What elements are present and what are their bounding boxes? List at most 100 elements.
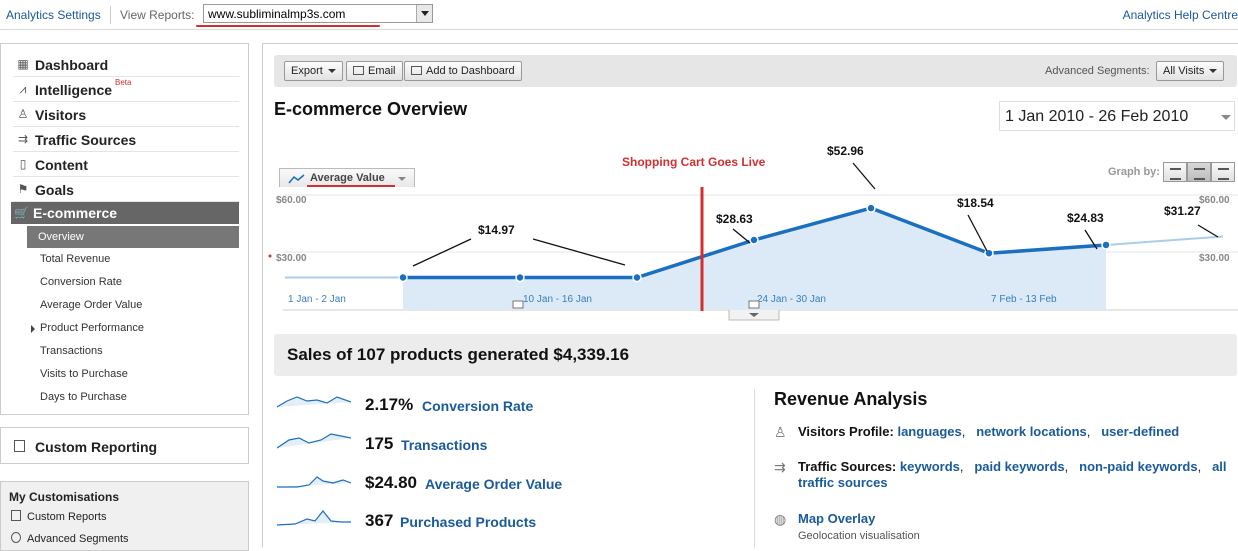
map-overlay-description: Geolocation visualisation: [798, 530, 920, 542]
subnav-label: Visits to Purchase: [40, 368, 128, 380]
subnav-overview[interactable]: Overview: [27, 226, 239, 248]
divider: [110, 6, 111, 24]
email-icon: [353, 66, 364, 75]
sidebar-item-dashboard[interactable]: ▦ Dashboard: [13, 52, 239, 77]
network-locations-link[interactable]: network locations: [976, 424, 1087, 439]
person-icon: ♙: [774, 424, 787, 440]
sidebar: ▦ Dashboard ⩘ Intelligence Beta ♙ Visito…: [0, 43, 249, 415]
globe-icon: ◍: [774, 511, 787, 527]
chevron-down-icon: [1209, 69, 1218, 73]
kpi-purchased-products[interactable]: 367 Purchased Products: [277, 505, 747, 535]
subnav-label: Conversion Rate: [40, 276, 122, 288]
date-range-picker[interactable]: 1 Jan 2010 - 26 Feb 2010: [999, 101, 1235, 131]
analytics-settings-link[interactable]: Analytics Settings: [6, 8, 101, 22]
marker-dot: [268, 254, 272, 258]
sidebar-item-label: Traffic Sources: [35, 132, 137, 148]
callout-line: [852, 162, 876, 190]
average-value-chart[interactable]: $60.00 $30.00 $60.00 $30.00 1 Jan - 2 Jan 10 …: [263, 139, 1238, 324]
segment-selector[interactable]: All Visits: [1156, 61, 1225, 81]
sidebar-item-ecommerce[interactable]: 🛒 E-commerce: [11, 202, 239, 224]
sparkline-icon: [277, 510, 351, 526]
subnav-label: Total Revenue: [40, 253, 111, 265]
x-tick-label: 7 Feb - 13 Feb: [991, 294, 1057, 305]
chevron-down-icon[interactable]: [1221, 115, 1231, 120]
advanced-segments-label: Advanced Segments:: [1045, 65, 1150, 77]
subnav-average-order-value[interactable]: Average Order Value: [27, 294, 239, 316]
subnav-product-performance[interactable]: Product Performance: [27, 317, 239, 339]
keywords-link[interactable]: keywords: [899, 459, 960, 474]
all-traffic-sources-link[interactable]: all traffic sources: [798, 459, 1227, 490]
callout-line: [1084, 229, 1098, 250]
kpi-average-order-value[interactable]: $24.80 Average Order Value: [277, 467, 747, 497]
sales-summary-text: Sales of 107 products generated $4,339.1…: [287, 345, 630, 364]
kpi-link[interactable]: Conversion Rate: [422, 398, 534, 414]
add-to-dashboard-button[interactable]: Add to Dashboard: [404, 61, 522, 81]
report-icon: [11, 510, 21, 521]
view-reports-label: View Reports:: [120, 8, 195, 22]
main-content: Export Email Add to Dashboard Advanced S…: [262, 43, 1238, 548]
sidebar-item-label: Dashboard: [35, 57, 109, 73]
series-area: [403, 208, 1106, 310]
data-label: $18.54: [957, 196, 994, 210]
custom-reports-link[interactable]: Custom Reports: [11, 510, 106, 523]
graph-by-day-button[interactable]: [1163, 162, 1187, 182]
callout-line: [532, 238, 626, 266]
expand-triangle-icon[interactable]: [31, 325, 35, 333]
kpi-link[interactable]: Average Order Value: [425, 476, 563, 492]
advanced-segments-link[interactable]: Advanced Segments: [11, 532, 129, 545]
traffic-sources-icon: ⇉: [774, 459, 786, 475]
annotation-icon: [512, 300, 524, 309]
content-icon: ▯: [19, 157, 27, 171]
graph-by-month-button[interactable]: [1211, 162, 1235, 182]
graph-by-label: Graph by:: [1108, 166, 1160, 178]
kpi-value: 175: [365, 434, 394, 453]
data-point: [1101, 240, 1111, 250]
sparkline-icon: [277, 396, 351, 408]
sidebar-item-goals[interactable]: ⚑ Goals: [13, 177, 239, 202]
y-tick-label: $30.00: [276, 253, 307, 264]
export-button[interactable]: Export: [284, 61, 343, 81]
chevron-down-icon: [327, 69, 336, 73]
help-centre-link[interactable]: Analytics Help Centre: [1122, 8, 1238, 22]
data-label: $28.63: [716, 212, 753, 226]
data-label: $52.96: [827, 144, 864, 158]
kpi-conversion-rate[interactable]: 2.17% Conversion Rate: [277, 389, 747, 419]
custom-reporting-panel[interactable]: Custom Reporting: [0, 427, 249, 464]
subnav-transactions[interactable]: Transactions: [27, 340, 239, 362]
page-title: E-commerce Overview: [274, 99, 468, 119]
subnav-visits-to-purchase[interactable]: Visits to Purchase: [27, 363, 239, 385]
top-bar: Analytics Settings View Reports: www.sub…: [0, 0, 1238, 30]
report-toolbar: Export Email Add to Dashboard Advanced S…: [274, 55, 1237, 87]
kpi-link[interactable]: Purchased Products: [400, 514, 537, 530]
data-point: [866, 203, 876, 213]
chevron-down-icon[interactable]: [416, 5, 432, 22]
sidebar-item-content[interactable]: ▯ Content: [13, 152, 239, 177]
map-overlay-link[interactable]: Map Overlay: [798, 511, 876, 526]
site-selector-value: www.subliminalmp3s.com: [208, 7, 346, 21]
graph-by-week-button[interactable]: [1187, 162, 1211, 182]
kpi-link[interactable]: Transactions: [401, 437, 488, 453]
subnav-total-revenue[interactable]: Total Revenue: [27, 248, 239, 270]
paid-keywords-link[interactable]: paid keywords: [974, 459, 1065, 474]
sidebar-item-visitors[interactable]: ♙ Visitors: [13, 102, 239, 127]
sidebar-item-traffic-sources[interactable]: ⇉ Traffic Sources: [13, 127, 239, 152]
sidebar-item-label: Intelligence: [35, 82, 113, 98]
subnav-days-to-purchase[interactable]: Days to Purchase: [27, 386, 239, 408]
data-label: $24.83: [1067, 211, 1104, 225]
sparkline-icon: [277, 433, 351, 449]
divider: [754, 389, 755, 548]
site-selector[interactable]: www.subliminalmp3s.com: [203, 4, 433, 23]
traffic-sources-icon: ⇉: [17, 132, 29, 146]
callout-line: [412, 238, 472, 267]
email-button[interactable]: Email: [346, 61, 403, 81]
sidebar-item-intelligence[interactable]: ⩘ Intelligence Beta: [13, 77, 239, 102]
annotation-icon: [748, 300, 760, 309]
non-paid-keywords-link[interactable]: non-paid keywords: [1079, 459, 1198, 474]
metric-selector[interactable]: Average Value: [279, 168, 415, 187]
subnav-label: Days to Purchase: [40, 391, 127, 403]
kpi-transactions[interactable]: 175 Transactions: [277, 428, 747, 458]
languages-link[interactable]: languages: [897, 424, 962, 439]
user-defined-link[interactable]: user-defined: [1101, 424, 1180, 439]
data-label: $14.97: [478, 223, 515, 237]
subnav-conversion-rate[interactable]: Conversion Rate: [27, 271, 239, 293]
